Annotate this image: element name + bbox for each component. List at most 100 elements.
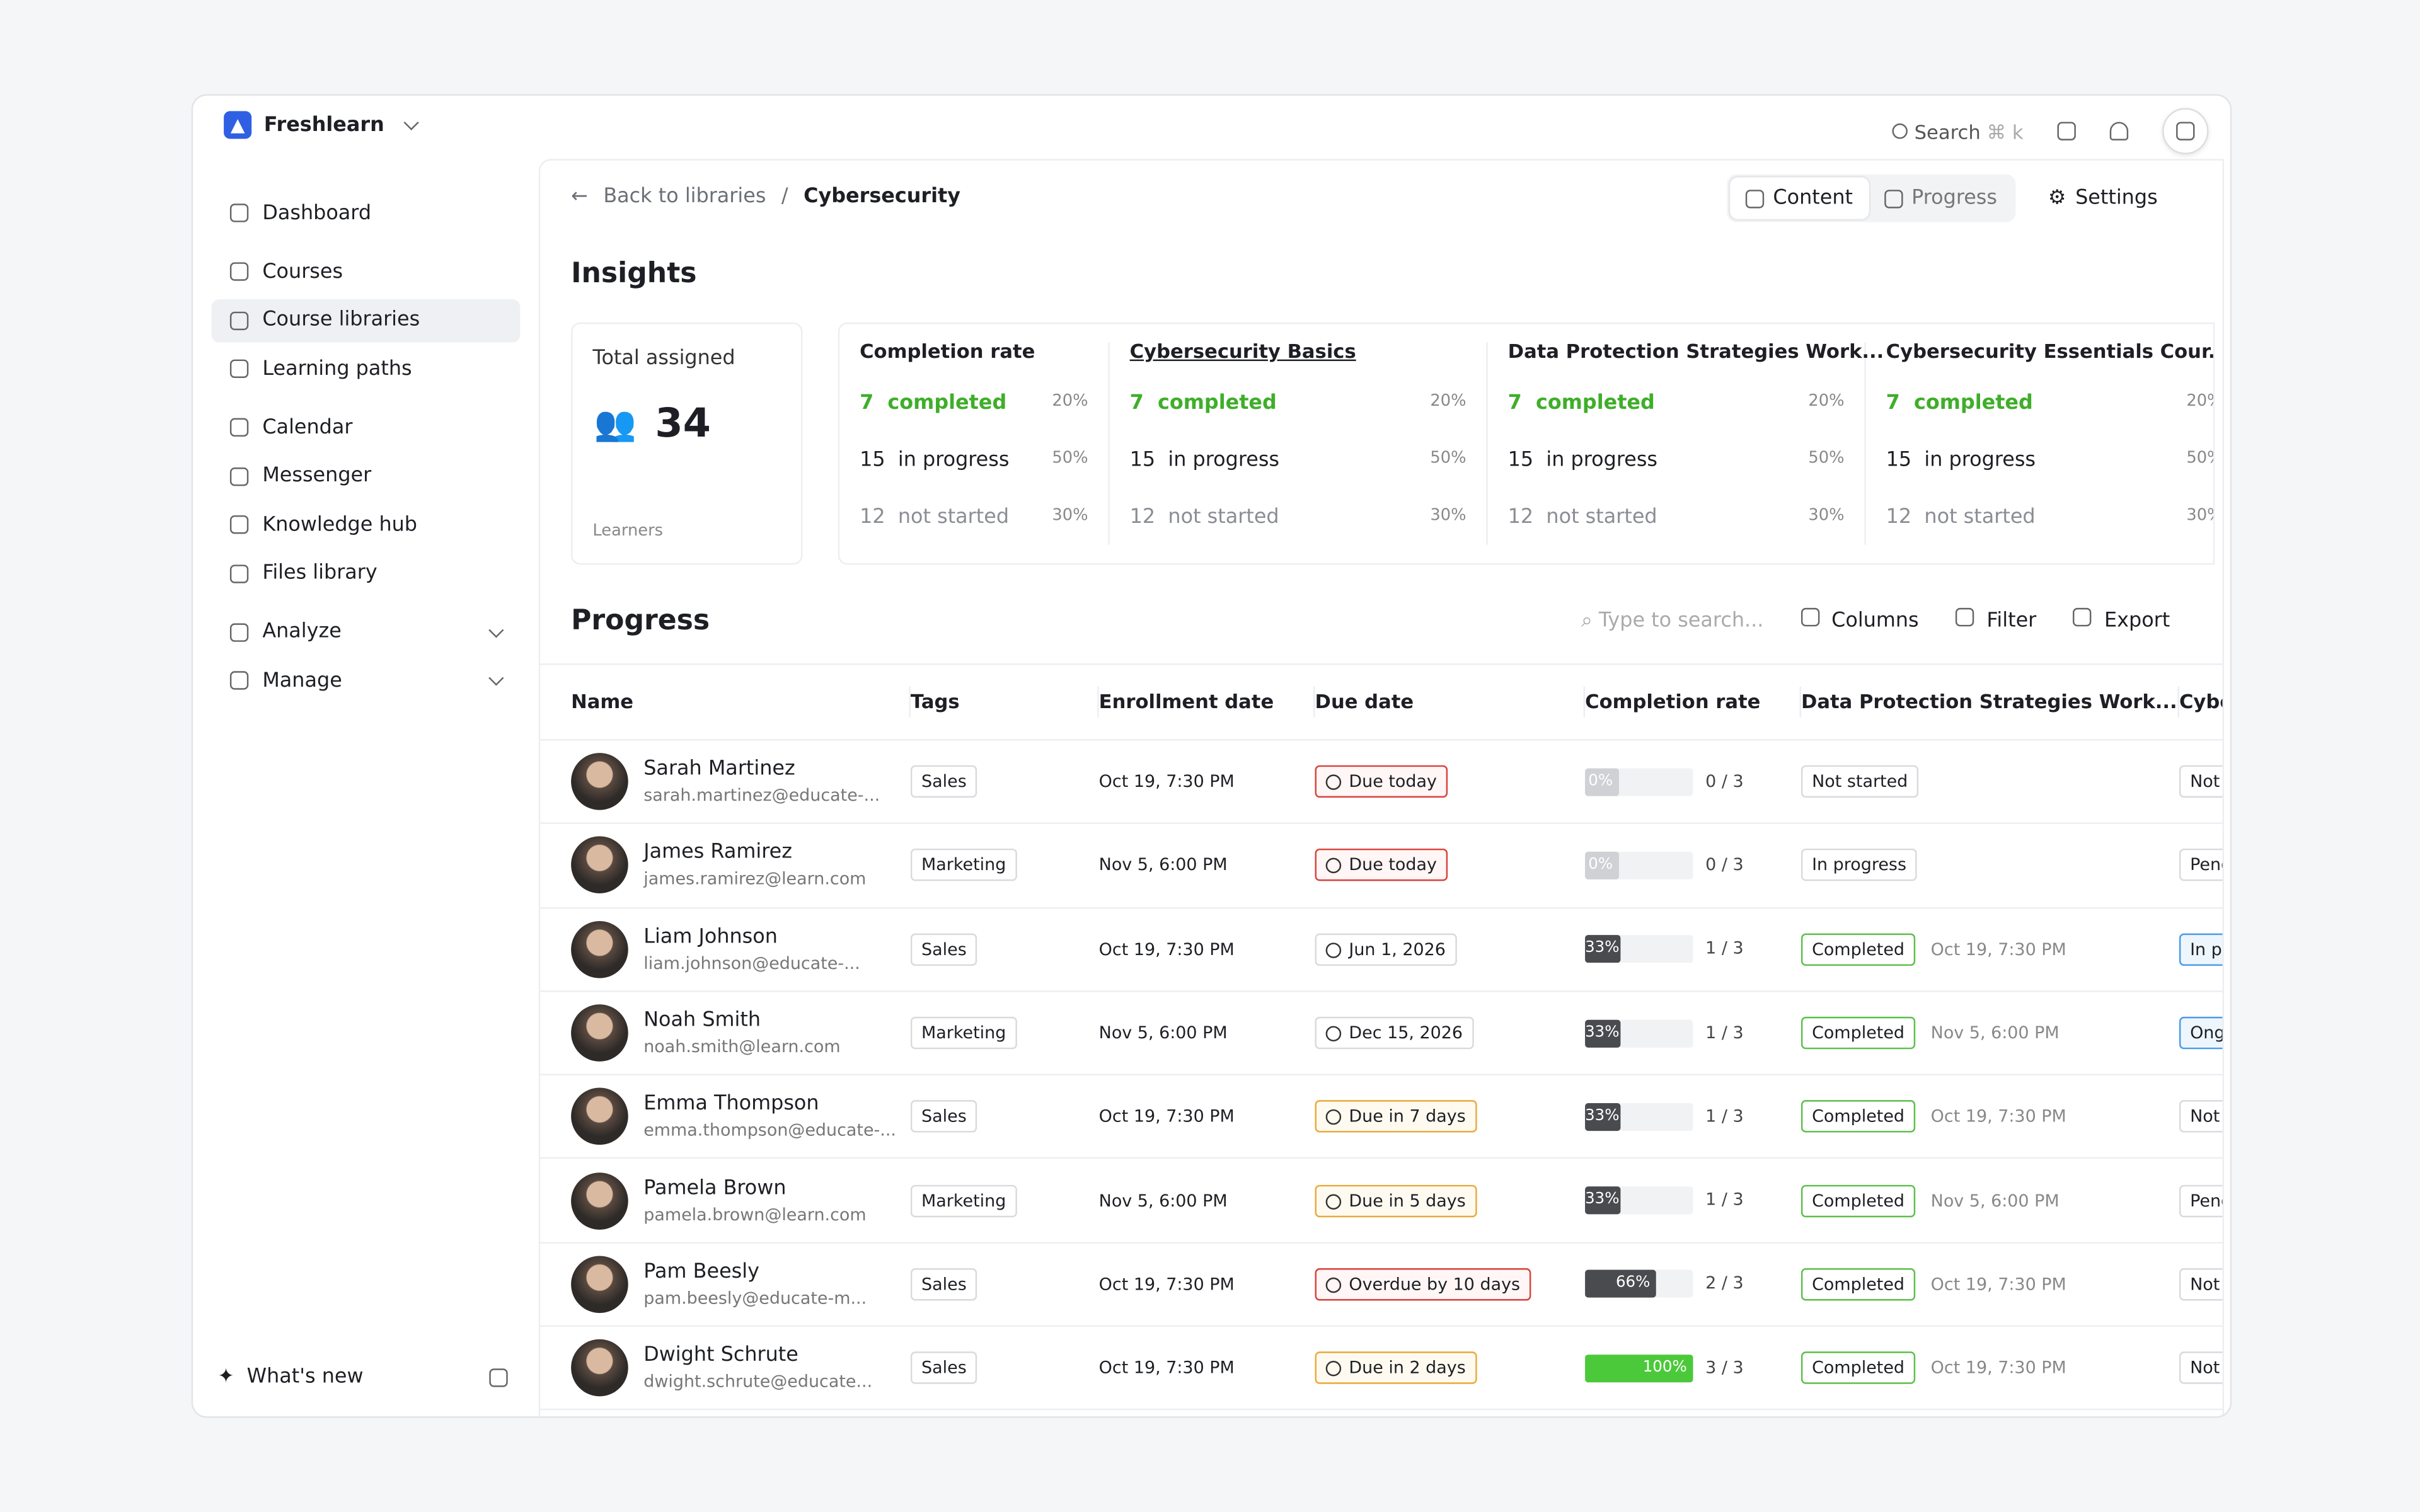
nav-item[interactable]: Analyze [212,610,521,654]
tool-label: Columns [1831,609,1919,633]
nav-item[interactable]: Manage [212,659,521,702]
done-count: 1 / 3 [1705,1189,1744,1210]
nav-item[interactable]: Calendar [212,406,521,449]
stat-text: 15 in progress [1130,449,1279,507]
nav-label: Courses [262,260,343,284]
avatar [571,1339,628,1397]
learner-email: emma.thompson@educate-... [643,1120,896,1141]
table-row[interactable]: Pamela Brown pamela.brown@learn.com Market… [540,1159,2223,1244]
tab[interactable]: Progress [1869,178,2013,219]
nav-icon [229,418,249,437]
tab-label: Content [1773,186,1853,210]
sidebar-footer[interactable]: ✦ What's new [217,1365,508,1389]
cyber-status: Not started [2179,1268,2223,1301]
support-icon[interactable] [2057,122,2076,140]
clock-icon [1325,1361,1342,1377]
tool-icon [1801,607,1819,627]
learner-name: James Ramirez [643,841,792,865]
dp-status: Completed [1801,932,1916,966]
nav-item[interactable]: Dashboard [212,192,521,235]
nav-item[interactable]: Knowledge hub [212,503,521,546]
nav-label: Messenger [262,464,372,488]
tag: Marketing [910,1184,1017,1217]
brand[interactable]: ▲ Freshlearn [224,111,419,139]
tag: Sales [910,1100,977,1133]
cyber-status: Pending [2179,1184,2223,1217]
nav-item[interactable]: Files library [212,552,521,595]
stat-row: 7 completed 20% [1886,392,2213,449]
column-title[interactable]: Cybersecurity Basics [1129,339,1356,363]
table-row[interactable]: Sarah Martinez sarah.martinez@educate-...… [540,741,2223,825]
completion-cell: 33% 1 / 3 [1585,1186,1801,1215]
name-text: Emma Thompson emma.thompson@educate-... [643,1093,896,1141]
enrollment-date: Nov 5, 6:00 PM [1098,1190,1228,1211]
table-row[interactable]: Dwight Schrute dwight.schrute@educate... S… [540,1327,2223,1411]
stat-row: 12 not started 30% [1130,506,1466,563]
clock-icon [1325,1109,1342,1126]
progress-fill: 0% [1585,767,1619,796]
due-label: Jun 1, 2026 [1349,939,1446,959]
tag: Sales [910,1351,977,1385]
nav-item[interactable]: Messenger [212,454,521,498]
user-avatar[interactable] [2162,108,2209,154]
learner-email: pam.beesly@educate-m... [643,1288,867,1309]
back-link[interactable]: Back to libraries [603,185,766,209]
table-row[interactable]: Noah Smith noah.smith@learn.com Marketing N… [540,992,2223,1076]
stat-share: 30% [1430,506,1466,525]
nav-label: Dashboard [262,201,372,225]
clock-icon [1325,1193,1342,1210]
learners-icon: 👥 [594,404,637,444]
tag-cell: Sales [910,1268,1099,1301]
back-arrow[interactable]: ← [571,185,588,209]
stat-text: 7 completed [1130,392,1277,449]
done-count: 1 / 3 [1705,1022,1744,1043]
due-label: Due today [1349,855,1437,876]
nav-item[interactable]: Learning paths [212,347,521,391]
bell-icon[interactable] [2109,122,2129,140]
tool-button[interactable]: Export [2073,607,2170,633]
cyber-cell: Ongoing [2179,1016,2223,1050]
due-label: Due in 7 days [1349,1106,1466,1127]
nav-icon [229,671,249,690]
learner-name: Pamela Brown [643,1176,786,1200]
cyber-status: Pending [2179,849,2223,882]
app-window: ▲ Freshlearn Search ⌘ k Dashboard Courses C… [191,94,2232,1418]
brand-name: Freshlearn [263,113,384,137]
nav-icon [229,466,249,486]
progress-fill: 0% [1585,851,1619,879]
due-label: Due in 2 days [1349,1358,1466,1378]
completion-cell: 0% 0 / 3 [1585,767,1801,796]
total-card: Total assigned 👥 34 Learners [571,322,803,565]
settings-button[interactable]: ⚙ Settings [2048,186,2158,210]
separator: / [781,185,788,209]
table-row[interactable]: Liam Johnson liam.johnson@educate-... Sale… [540,908,2223,992]
table-search[interactable]: ⌕ Type to search... [1581,609,1764,632]
nav-item[interactable]: Courses [212,250,521,294]
due-cell: Jun 1, 2026 [1315,932,1586,966]
due-chip: Overdue by 10 days [1315,1268,1531,1301]
stat-label: completed [1536,392,1655,415]
tool-button[interactable]: Filter [1956,607,2036,633]
whats-new: What's new [246,1365,364,1389]
done-count: 1 / 3 [1705,1106,1744,1126]
due-label: Overdue by 10 days [1349,1274,1521,1295]
tool-button[interactable]: Columns [1801,607,1919,633]
stat-share: 50% [2186,449,2213,468]
stat-share: 50% [1052,449,1088,468]
clock-icon [1325,942,1342,958]
table-row[interactable]: James Ramirez james.ramirez@learn.com Mark… [540,824,2223,908]
learner-name: Dwight Schrute [643,1344,798,1368]
breadcrumb: ← Back to libraries / Cybersecurity [571,185,960,209]
collapse-icon[interactable] [489,1368,508,1387]
table-row[interactable]: Emma Thompson emma.thompson@educate-... Sa… [540,1075,2223,1160]
header-cell: Due date [1315,686,1586,718]
tag: Sales [910,1268,977,1301]
tab[interactable]: Content [1729,177,1869,219]
dp-date: Nov 5, 6:00 PM [1930,1022,2060,1043]
nav-item[interactable]: Course libraries [211,298,521,342]
table-row[interactable]: Pam Beesly pam.beesly@educate-m... Sales Oc… [540,1243,2223,1327]
due-chip: Due in 5 days [1315,1184,1477,1217]
search[interactable]: Search ⌘ k [1893,120,2024,143]
stat-row: 12 not started 30% [860,506,1088,563]
